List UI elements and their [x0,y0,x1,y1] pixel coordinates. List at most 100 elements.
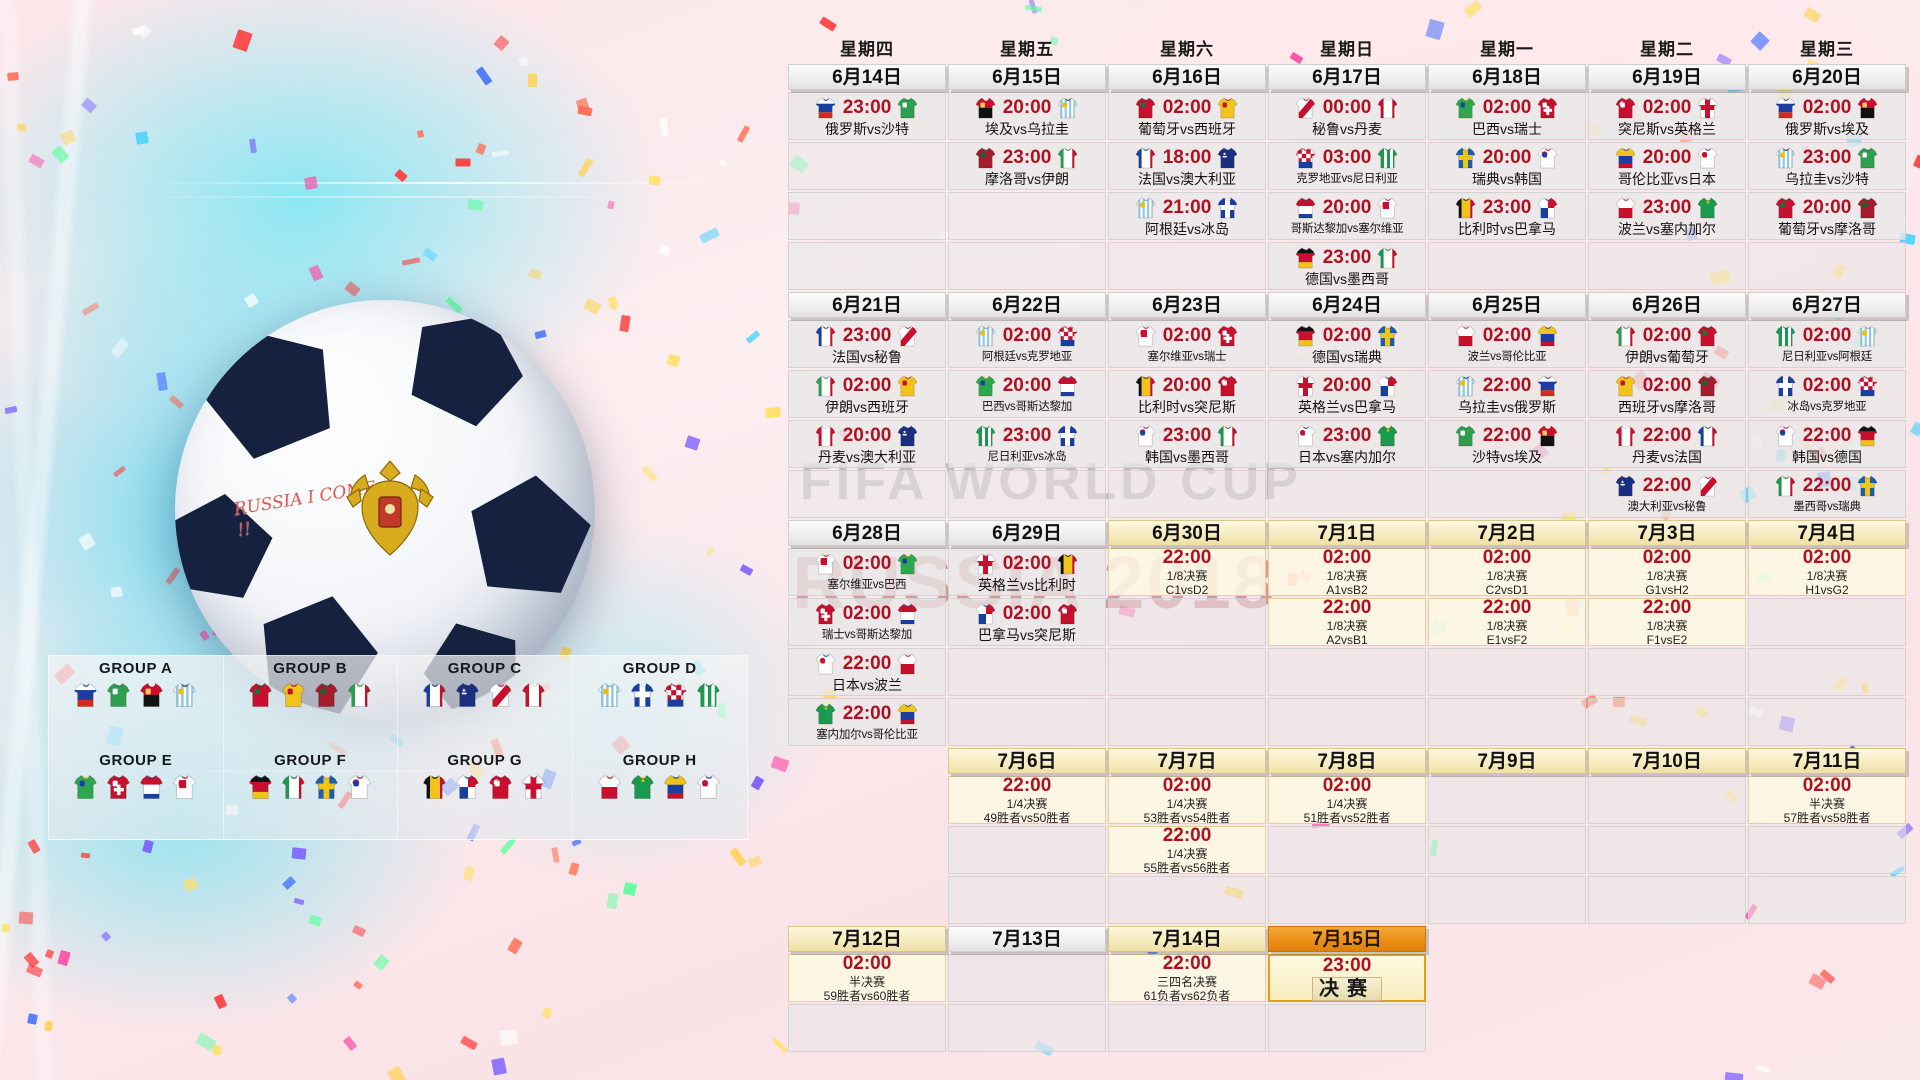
match-cell[interactable]: 18:00 ★ 法国vs澳大利亚 [1108,142,1266,190]
match-cell[interactable]: 22:00 丹麦vs法国 [1588,420,1746,468]
match-cell[interactable]: ★ 22:00 澳大利亚vs秘鲁 [1588,470,1746,518]
date-header[interactable]: 6月17日 [1268,64,1426,90]
match-cell[interactable]: 22:00 韩国vs德国 [1748,420,1906,468]
knockout-match-cell[interactable]: 02:00 半决赛 57胜者vs58胜者 [1748,775,1906,825]
final-match-cell[interactable]: 23:00 决赛 [1268,954,1426,1002]
match-cell[interactable]: 23:00 俄罗斯vs沙特 [788,92,946,140]
match-cell[interactable]: 02:00 德国vs瑞典 [1268,320,1426,368]
knockout-match-cell[interactable]: 22:00 1/8决赛 F1vsE2 [1588,597,1746,647]
group-box-f: GROUP F [224,747,398,839]
match-cell[interactable]: 20:00 哥斯达黎加vs塞尔维亚 [1268,192,1426,240]
date-header[interactable]: 6月27日 [1748,292,1906,318]
match-cell[interactable]: 20:00 葡萄牙vs摩洛哥 [1748,192,1906,240]
date-header[interactable]: 7月12日 [788,926,946,952]
knockout-match-cell[interactable]: 22:00 1/8决赛 C1vsD2 [1108,547,1266,597]
match-time: 23:00 [1002,425,1052,446]
date-header[interactable]: 7月9日 [1428,748,1586,774]
knockout-match-cell[interactable]: 02:00 1/8决赛 G1vsH2 [1588,547,1746,597]
match-cell[interactable]: 23:00 法国vs秘鲁 [788,320,946,368]
match-cell[interactable]: 20:00 哥伦比亚vs日本 [1588,142,1746,190]
knockout-match-cell[interactable]: 02:00 1/8决赛 C2vsD1 [1428,547,1586,597]
match-cell[interactable]: 02:00 瑞士vs哥斯达黎加 [788,598,946,646]
match-cell[interactable]: 02:00 英格兰vs比利时 [948,548,1106,596]
knockout-match-cell[interactable]: 02:00 1/4决赛 51胜者vs52胜者 [1268,775,1426,825]
jersey-icon-colombia [895,701,921,727]
match-cell[interactable]: 02:00 尼日利亚vs阿根廷 [1748,320,1906,368]
match-cell[interactable]: 02:00 塞尔维亚vs巴西 [788,548,946,596]
date-header[interactable]: 6月29日 [948,520,1106,546]
date-header[interactable]: 7月8日 [1268,748,1426,774]
date-header[interactable]: 6月22日 [948,292,1106,318]
match-cell[interactable]: 23:00 尼日利亚vs冰岛 [948,420,1106,468]
date-header[interactable]: 6月20日 [1748,64,1906,90]
date-header[interactable]: 6月24日 [1268,292,1426,318]
match-cell[interactable]: 20:00 巴西vs哥斯达黎加 [948,370,1106,418]
match-cell[interactable]: 20:00 瑞典vs韩国 [1428,142,1586,190]
match-cell[interactable]: 02:00 塞尔维亚vs瑞士 [1108,320,1266,368]
match-cell[interactable]: 20:00 埃及vs乌拉圭 [948,92,1106,140]
match-cell[interactable]: 02:00 伊朗vs葡萄牙 [1588,320,1746,368]
knockout-match-cell[interactable]: 22:00 1/4决赛 55胜者vs56胜者 [1108,825,1266,875]
date-header[interactable]: 7月6日 [948,748,1106,774]
match-cell[interactable]: 20:00 英格兰vs巴拿马 [1268,370,1426,418]
knockout-match-cell[interactable]: 22:00 1/8决赛 A2vsB1 [1268,597,1426,647]
knockout-match-cell[interactable]: 02:00 1/8决赛 A1vsB2 [1268,547,1426,597]
knockout-match-cell[interactable]: 22:00 三四名决赛 61负者vs62负者 [1108,953,1266,1003]
match-cell[interactable]: 22:00 日本vs波兰 [788,648,946,696]
date-header[interactable]: 6月26日 [1588,292,1746,318]
match-cell[interactable]: 23:00 韩国vs墨西哥 [1108,420,1266,468]
match-cell[interactable]: 22:00 墨西哥vs瑞典 [1748,470,1906,518]
date-header[interactable]: 6月21日 [788,292,946,318]
match-cell[interactable]: 23:00 ★ 日本vs塞内加尔 [1268,420,1426,468]
match-cell[interactable]: 20:00 比利时vs突尼斯 [1108,370,1266,418]
date-header[interactable]: 6月23日 [1108,292,1266,318]
date-header[interactable]: 7月14日 [1108,926,1266,952]
match-cell[interactable]: 23:00 乌拉圭vs沙特 [1748,142,1906,190]
date-header[interactable]: 7月13日 [948,926,1106,952]
knockout-match-cell[interactable]: 22:00 1/4决赛 49胜者vs50胜者 [948,775,1106,825]
date-header[interactable]: 6月30日 [1108,520,1266,546]
match-cell[interactable]: 02:00 伊朗vs西班牙 [788,370,946,418]
date-header[interactable]: 6月15日 [948,64,1106,90]
date-header[interactable]: 7月15日 [1268,926,1426,952]
match-cell[interactable]: 03:00 克罗地亚vs尼日利亚 [1268,142,1426,190]
match-cell[interactable]: 02:00 巴西vs瑞士 [1428,92,1586,140]
match-cell[interactable]: 02:00 巴拿马vs突尼斯 [948,598,1106,646]
match-cell[interactable]: 23:00 比利时vs巴拿马 [1428,192,1586,240]
date-header[interactable]: 6月18日 [1428,64,1586,90]
match-cell[interactable]: 23:00 摩洛哥vs伊朗 [948,142,1106,190]
knockout-match-cell[interactable]: 22:00 1/8决赛 E1vsF2 [1428,597,1586,647]
date-header[interactable]: 6月16日 [1108,64,1266,90]
date-header[interactable]: 6月25日 [1428,292,1586,318]
match-cell[interactable]: ★ 22:00 塞内加尔vs哥伦比亚 [788,698,946,746]
match-team-names: 日本vs塞内加尔 [1298,449,1396,465]
match-cell[interactable]: 02:00 波兰vs哥伦比亚 [1428,320,1586,368]
date-header[interactable]: 6月19日 [1588,64,1746,90]
date-header[interactable]: 7月11日 [1748,748,1906,774]
date-header[interactable]: 6月28日 [788,520,946,546]
match-cell[interactable]: 02:00 俄罗斯vs埃及 [1748,92,1906,140]
match-cell[interactable]: 22:00 乌拉圭vs俄罗斯 [1428,370,1586,418]
match-cell[interactable]: 02:00 葡萄牙vs西班牙 [1108,92,1266,140]
knockout-match-cell[interactable]: 02:00 1/8决赛 H1vsG2 [1748,547,1906,597]
date-header[interactable]: 7月4日 [1748,520,1906,546]
knockout-match-cell[interactable]: 02:00 1/4决赛 53胜者vs54胜者 [1108,775,1266,825]
match-cell[interactable]: 23:00 德国vs墨西哥 [1268,242,1426,290]
match-cell[interactable]: 21:00 阿根廷vs冰岛 [1108,192,1266,240]
match-cell[interactable]: 20:00 ★ 丹麦vs澳大利亚 [788,420,946,468]
date-header[interactable]: 7月7日 [1108,748,1266,774]
date-header[interactable]: 7月10日 [1588,748,1746,774]
match-cell[interactable]: 02:00 西班牙vs摩洛哥 [1588,370,1746,418]
date-header[interactable]: 6月14日 [788,64,946,90]
date-header[interactable]: 7月3日 [1588,520,1746,546]
match-cell[interactable]: 23:00 ★ 波兰vs塞内加尔 [1588,192,1746,240]
match-cell[interactable]: 22:00 沙特vs埃及 [1428,420,1586,468]
match-cell[interactable]: 02:00 冰岛vs克罗地亚 [1748,370,1906,418]
match-cell[interactable]: 02:00 阿根廷vs克罗地亚 [948,320,1106,368]
match-cell[interactable]: 02:00 突尼斯vs英格兰 [1588,92,1746,140]
match-cell[interactable]: 00:00 秘鲁vs丹麦 [1268,92,1426,140]
weekday-label: 星期三 [1800,40,1854,59]
date-header[interactable]: 7月2日 [1428,520,1586,546]
date-header[interactable]: 7月1日 [1268,520,1426,546]
knockout-match-cell[interactable]: 02:00 半决赛 59胜者vs60胜者 [788,953,946,1003]
